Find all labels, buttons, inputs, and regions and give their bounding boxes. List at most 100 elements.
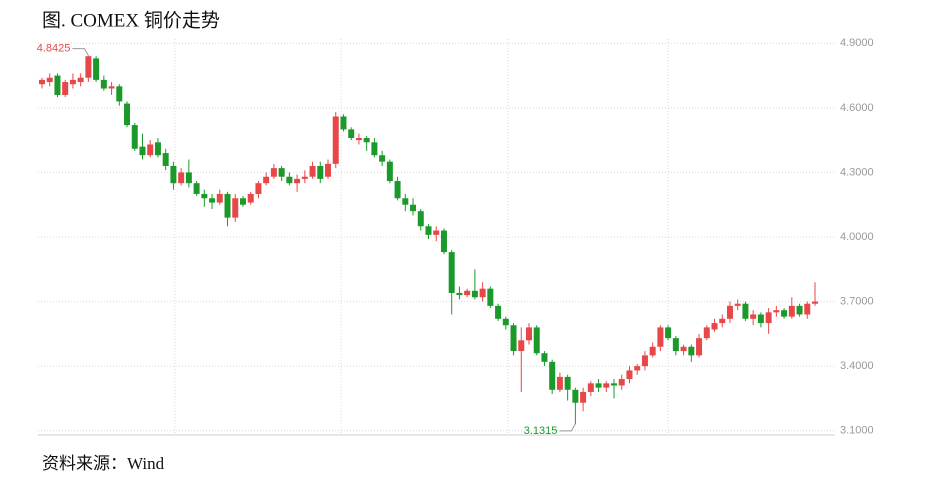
candle-body bbox=[147, 144, 154, 156]
source: 资料来源：Wind bbox=[42, 454, 165, 473]
candle-body bbox=[572, 389, 579, 403]
candle-body bbox=[510, 325, 517, 352]
y-tick-label: 4.9000 bbox=[840, 37, 874, 49]
candle-body bbox=[641, 355, 648, 367]
candle-body bbox=[216, 193, 223, 203]
candle-body bbox=[263, 176, 270, 184]
candle-body bbox=[85, 56, 92, 78]
candle-body bbox=[734, 303, 741, 306]
candle-body bbox=[325, 163, 332, 177]
candle-body bbox=[626, 370, 633, 380]
candle-body bbox=[556, 376, 563, 390]
candle-body bbox=[69, 79, 76, 85]
candle-body bbox=[185, 172, 192, 184]
candle-body bbox=[773, 310, 780, 313]
candle-body bbox=[603, 383, 610, 388]
candle-body bbox=[611, 383, 618, 386]
candle-body bbox=[394, 181, 401, 199]
candle-body bbox=[711, 323, 718, 330]
candle-body bbox=[108, 86, 115, 89]
y-tick-label: 3.4000 bbox=[840, 360, 874, 372]
candle-body bbox=[788, 305, 795, 317]
candle-body bbox=[294, 178, 301, 184]
candle-body bbox=[386, 161, 393, 182]
candle-body bbox=[812, 301, 818, 304]
candle-body bbox=[201, 193, 208, 199]
candle-body bbox=[209, 198, 216, 203]
candle-body bbox=[131, 125, 138, 149]
candle-body bbox=[162, 153, 169, 166]
candle-body bbox=[433, 230, 440, 235]
candle-body bbox=[479, 288, 486, 298]
candle-body bbox=[224, 193, 231, 218]
candle-body bbox=[270, 168, 277, 177]
candle-body bbox=[796, 305, 803, 315]
candle-body bbox=[363, 138, 370, 143]
candle-body bbox=[278, 168, 285, 177]
candle-body bbox=[580, 391, 587, 403]
candle-body bbox=[587, 383, 594, 392]
candle-body bbox=[804, 303, 811, 315]
candle-body bbox=[39, 79, 45, 85]
candle-body bbox=[649, 346, 656, 356]
candle-body bbox=[781, 310, 788, 317]
candle-body bbox=[301, 176, 308, 179]
candle-body bbox=[255, 183, 262, 194]
candle-body bbox=[417, 211, 424, 227]
candle-body bbox=[93, 58, 100, 80]
candle-body bbox=[62, 82, 69, 95]
candle-body bbox=[46, 77, 53, 83]
candle-body bbox=[77, 77, 84, 83]
annotation-leader bbox=[72, 48, 89, 56]
candle-body bbox=[680, 346, 687, 352]
annotation: 4.8425 bbox=[37, 43, 71, 55]
candle-body bbox=[440, 230, 447, 253]
candle-body bbox=[742, 303, 749, 319]
annotation: 3.1315 bbox=[524, 425, 558, 437]
candle-body bbox=[116, 86, 123, 102]
candle-body bbox=[193, 183, 200, 194]
candle-body bbox=[541, 353, 548, 362]
candle-body bbox=[448, 252, 455, 293]
candle-body bbox=[487, 288, 494, 306]
candle-body bbox=[379, 155, 386, 162]
candle-body bbox=[495, 305, 502, 319]
candle-body bbox=[410, 204, 417, 212]
candle-body bbox=[340, 116, 347, 130]
candle-body bbox=[456, 292, 463, 296]
candle-body bbox=[139, 146, 146, 156]
candle-body bbox=[750, 314, 757, 319]
candle-body bbox=[549, 361, 556, 390]
candle-body bbox=[696, 338, 703, 356]
candle-body bbox=[154, 142, 161, 156]
candle-body bbox=[247, 193, 254, 203]
candle-body bbox=[170, 165, 177, 184]
candle-body bbox=[765, 312, 772, 324]
candle-body bbox=[618, 379, 625, 386]
candle-body bbox=[464, 290, 471, 296]
candle-body bbox=[402, 198, 409, 205]
candle-body bbox=[525, 327, 532, 341]
annotation-leader bbox=[559, 423, 576, 432]
candle-body bbox=[634, 366, 641, 371]
candle-body bbox=[232, 198, 239, 218]
candle-body bbox=[355, 138, 362, 141]
candle-body bbox=[100, 79, 107, 89]
candle-body bbox=[286, 176, 293, 184]
candle-body bbox=[317, 165, 324, 179]
candle-body bbox=[348, 129, 355, 138]
y-tick-label: 3.1000 bbox=[840, 425, 874, 437]
candle-body bbox=[518, 340, 525, 352]
candle-body bbox=[54, 75, 61, 95]
candle-body bbox=[726, 305, 733, 319]
y-tick-label: 4.6000 bbox=[840, 102, 874, 114]
candle-body bbox=[309, 165, 316, 177]
y-tick-label: 4.0000 bbox=[840, 231, 874, 243]
candle-body bbox=[703, 327, 710, 339]
candle-body bbox=[124, 103, 131, 126]
candle-body bbox=[471, 290, 478, 298]
candle-body bbox=[595, 383, 602, 388]
candle-body bbox=[657, 327, 664, 347]
